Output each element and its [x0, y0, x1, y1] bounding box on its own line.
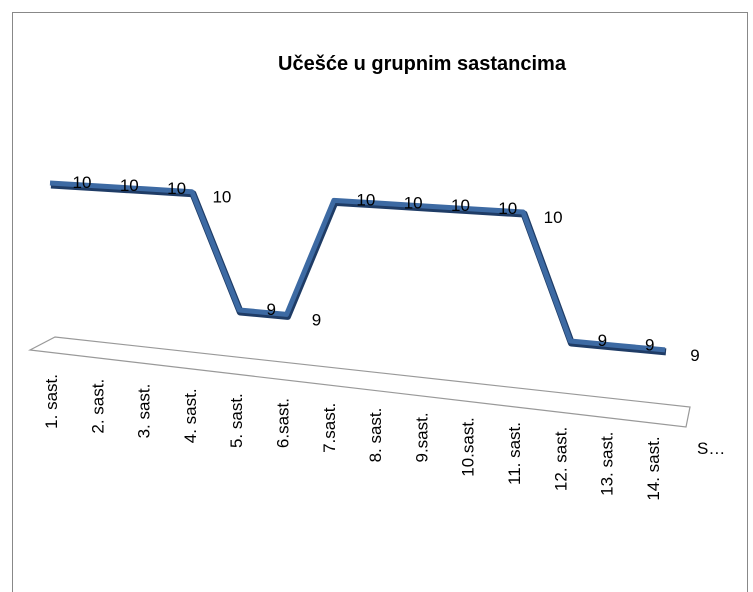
data-label: 9	[598, 331, 607, 350]
x-tick-label: 9.sast.	[412, 412, 431, 462]
chart-border	[12, 12, 748, 592]
data-label: 10	[356, 190, 375, 209]
x-tick-label: 11. sast.	[505, 422, 524, 485]
data-label: 9	[312, 310, 321, 329]
data-label: 10	[498, 199, 517, 218]
x-tick-label: 4. sast.	[181, 388, 200, 443]
data-label: 10	[212, 188, 231, 207]
data-label: 10	[544, 208, 563, 227]
data-label: 9	[690, 346, 699, 365]
data-label: 10	[451, 196, 470, 215]
floor	[27, 336, 691, 428]
x-tick-label: 6.sast.	[274, 398, 293, 448]
x-tick-label: 2. sast.	[88, 379, 107, 434]
data-label: 9	[266, 300, 275, 319]
x-tick-label: 7.sast.	[320, 403, 339, 453]
data-label: 10	[167, 179, 186, 198]
x-tick-label: 10.sast.	[459, 417, 478, 477]
x-tick-label: 12. sast.	[551, 427, 570, 491]
x-tick-label: 5. sast.	[227, 393, 246, 448]
chart-title: Učešće u grupnim sastancima	[278, 53, 567, 75]
data-label: 9	[645, 335, 654, 354]
legend-entry: S…	[697, 439, 725, 458]
data-label: 10	[404, 193, 423, 212]
x-tick-label: 8. sast.	[366, 408, 385, 463]
x-tick-label: 1. sast.	[42, 374, 61, 429]
x-tick-label: 3. sast.	[135, 384, 154, 439]
line	[49, 180, 666, 353]
data-label: 10	[120, 176, 139, 195]
x-tick-label: 14. sast.	[644, 436, 663, 500]
x-tick-label: 13. sast.	[598, 432, 617, 496]
data-label: 10	[73, 173, 92, 192]
